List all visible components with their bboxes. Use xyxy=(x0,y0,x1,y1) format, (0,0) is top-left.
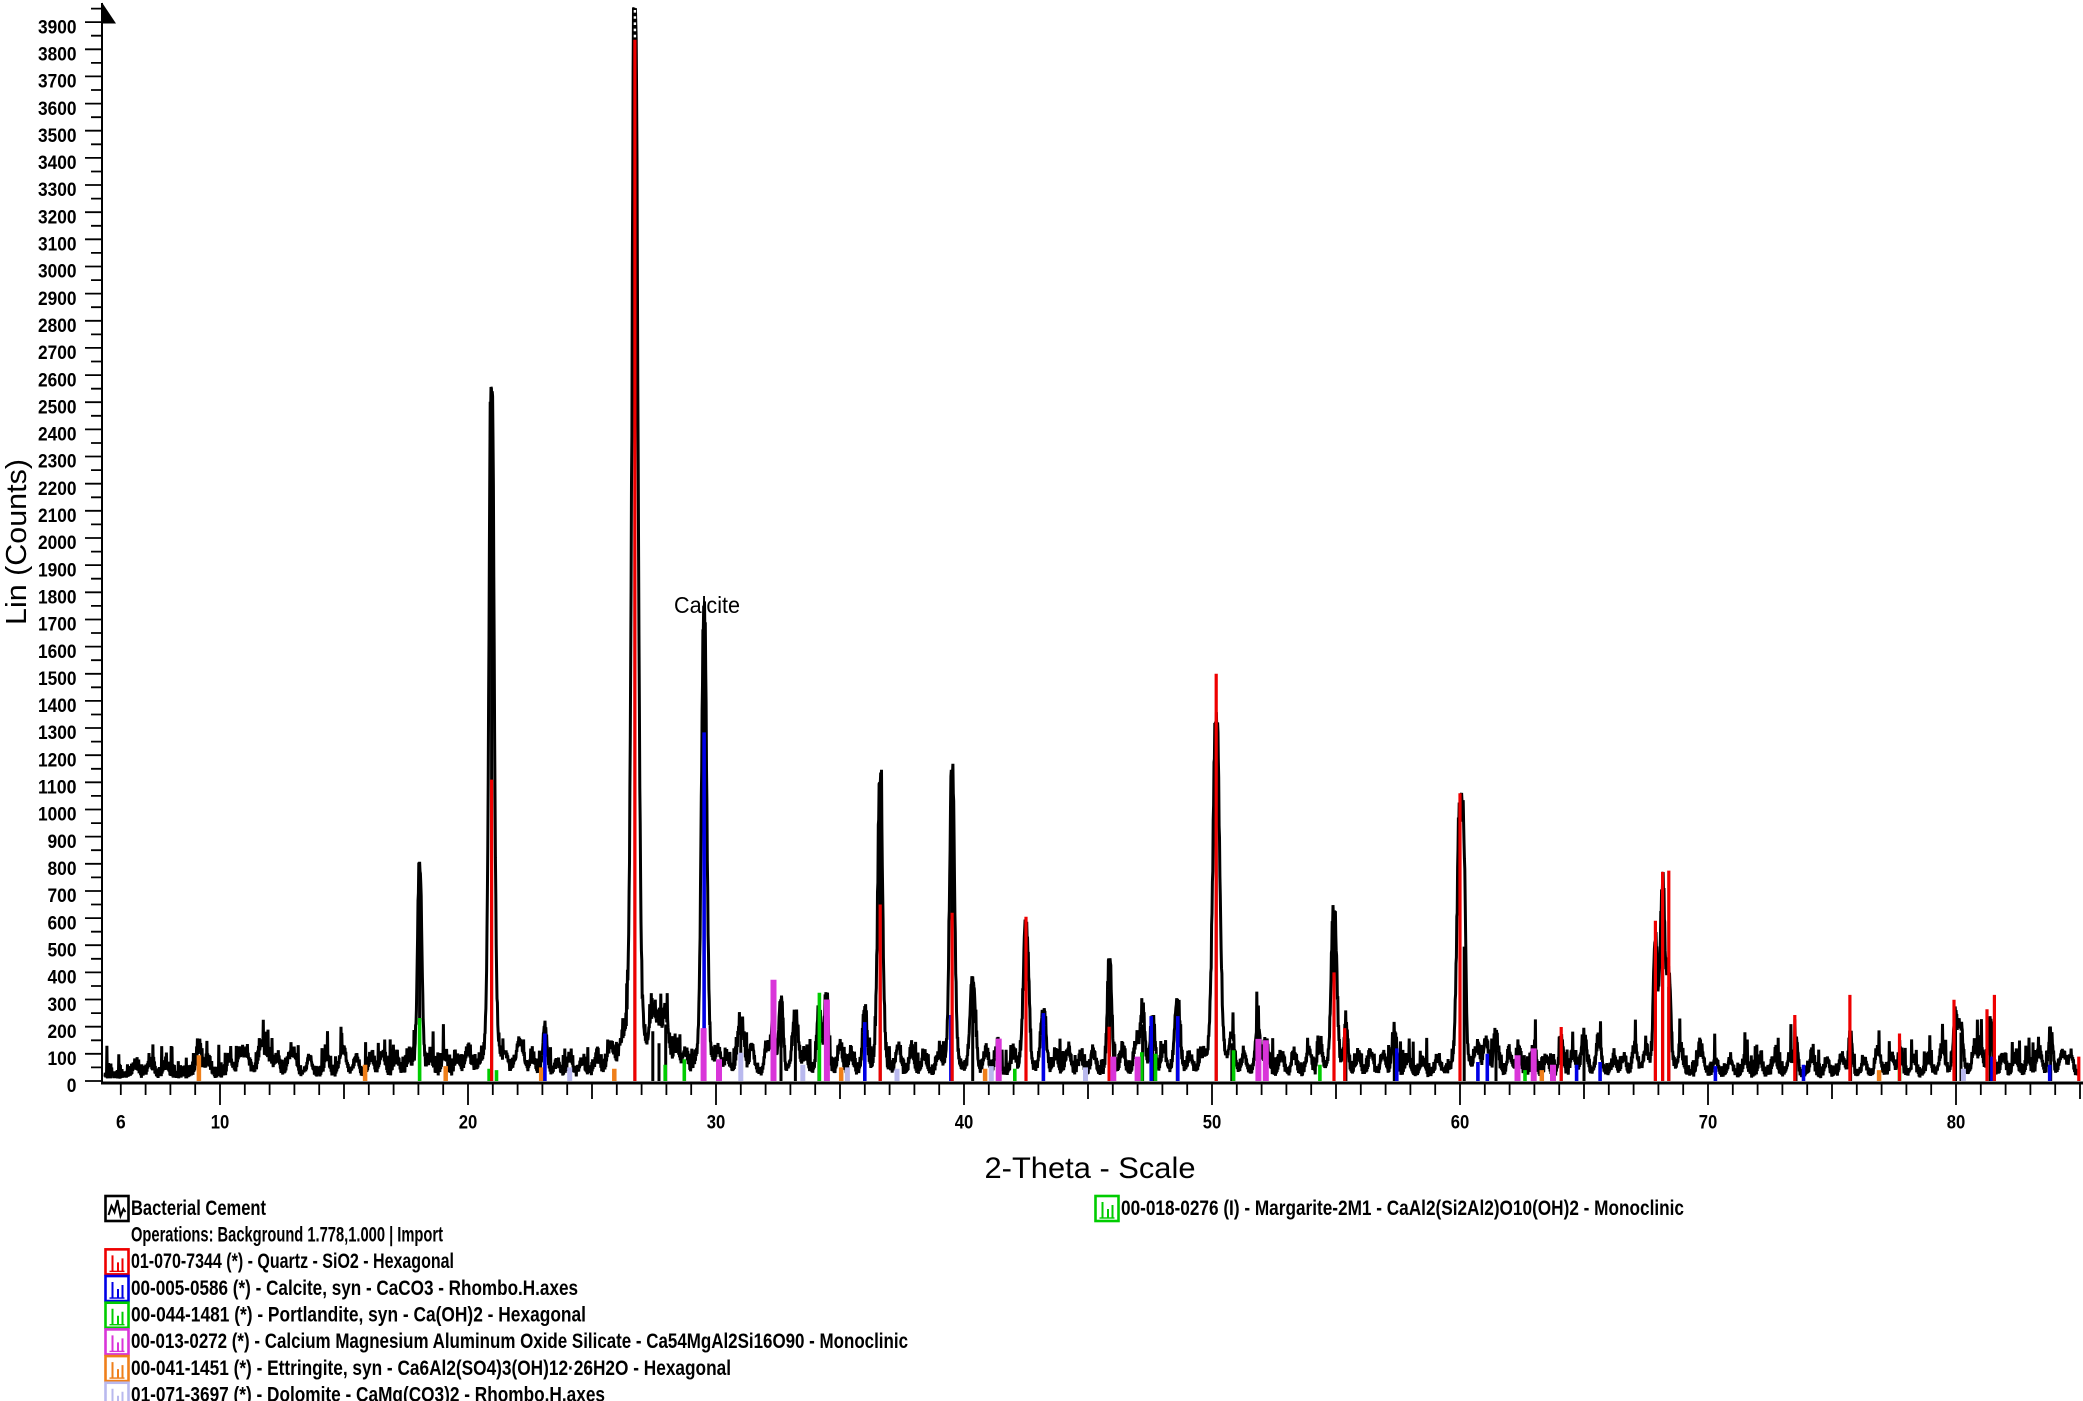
svg-text:Bacterial Cement: Bacterial Cement xyxy=(131,1196,266,1220)
svg-text:300: 300 xyxy=(48,995,77,1016)
svg-text:2700: 2700 xyxy=(38,343,77,364)
svg-text:3100: 3100 xyxy=(38,235,77,256)
svg-text:2800: 2800 xyxy=(38,316,77,337)
svg-text:2300: 2300 xyxy=(38,452,77,473)
svg-text:01-070-7344 (*) - Quartz - SiO: 01-070-7344 (*) - Quartz - SiO2 - Hexago… xyxy=(131,1249,454,1273)
svg-text:1900: 1900 xyxy=(38,560,77,581)
svg-text:Operations: Background 1.778,1: Operations: Background 1.778,1.000 | Imp… xyxy=(131,1223,443,1247)
svg-text:3700: 3700 xyxy=(38,72,77,93)
svg-text:100: 100 xyxy=(48,1049,77,1070)
svg-text:1500: 1500 xyxy=(38,669,77,690)
svg-text:2900: 2900 xyxy=(38,289,77,310)
svg-text:200: 200 xyxy=(48,1022,77,1043)
svg-text:600: 600 xyxy=(48,913,77,934)
svg-text:01-071-3697 (*) - Dolomite - C: 01-071-3697 (*) - Dolomite - CaMg(CO3)2 … xyxy=(131,1383,605,1401)
svg-text:3600: 3600 xyxy=(38,99,77,120)
svg-text:3200: 3200 xyxy=(38,207,77,228)
svg-text:2400: 2400 xyxy=(38,425,77,446)
svg-text:1100: 1100 xyxy=(38,778,77,799)
svg-text:700: 700 xyxy=(48,886,77,907)
svg-text:2100: 2100 xyxy=(38,506,77,527)
svg-text:2000: 2000 xyxy=(38,533,77,554)
svg-text:400: 400 xyxy=(48,968,77,989)
svg-text:00-005-0586 (*) - Calcite, syn: 00-005-0586 (*) - Calcite, syn - CaCO3 -… xyxy=(131,1276,578,1300)
svg-text:1400: 1400 xyxy=(38,696,77,717)
svg-text:500: 500 xyxy=(48,941,77,962)
svg-text:1300: 1300 xyxy=(38,723,77,744)
svg-text:1200: 1200 xyxy=(38,750,77,771)
svg-text:50: 50 xyxy=(1203,1113,1222,1134)
svg-text:1600: 1600 xyxy=(38,642,77,663)
svg-text:3000: 3000 xyxy=(38,262,77,283)
svg-text:2-Theta - Scale: 2-Theta - Scale xyxy=(985,1152,1196,1185)
svg-text:Lin (Counts): Lin (Counts) xyxy=(1,459,33,625)
svg-text:1700: 1700 xyxy=(38,615,77,636)
svg-text:3300: 3300 xyxy=(38,180,77,201)
svg-text:00-013-0272 (*) - Calcium Magn: 00-013-0272 (*) - Calcium Magnesium Alum… xyxy=(131,1329,908,1353)
svg-text:3500: 3500 xyxy=(38,126,77,147)
svg-text:2500: 2500 xyxy=(38,397,77,418)
svg-text:30: 30 xyxy=(707,1113,726,1134)
svg-text:900: 900 xyxy=(48,832,77,853)
svg-text:10: 10 xyxy=(211,1113,230,1134)
svg-text:80: 80 xyxy=(1947,1113,1966,1134)
svg-text:00-041-1451 (*) - Ettringite,: 00-041-1451 (*) - Ettringite, syn - Ca6A… xyxy=(131,1356,731,1380)
svg-text:0: 0 xyxy=(67,1076,77,1097)
svg-text:Calcite: Calcite xyxy=(674,592,740,618)
svg-text:70: 70 xyxy=(1699,1113,1718,1134)
svg-text:2200: 2200 xyxy=(38,479,77,500)
svg-text:6: 6 xyxy=(116,1113,126,1134)
svg-text:00-044-1481 (*) - Portlandite,: 00-044-1481 (*) - Portlandite, syn - Ca(… xyxy=(131,1303,586,1327)
svg-text:60: 60 xyxy=(1451,1113,1470,1134)
svg-text:40: 40 xyxy=(955,1113,974,1134)
svg-text:800: 800 xyxy=(48,859,77,880)
svg-text:3400: 3400 xyxy=(38,153,77,174)
svg-text:00-018-0276 (I) - Margarite-2M: 00-018-0276 (I) - Margarite-2M1 - CaAl2(… xyxy=(1121,1196,1684,1220)
svg-text:1000: 1000 xyxy=(38,805,77,826)
svg-text:1800: 1800 xyxy=(38,588,77,609)
svg-text:20: 20 xyxy=(459,1113,478,1134)
svg-text:3800: 3800 xyxy=(38,45,77,66)
svg-text:2600: 2600 xyxy=(38,370,77,391)
svg-text:3900: 3900 xyxy=(38,17,77,38)
